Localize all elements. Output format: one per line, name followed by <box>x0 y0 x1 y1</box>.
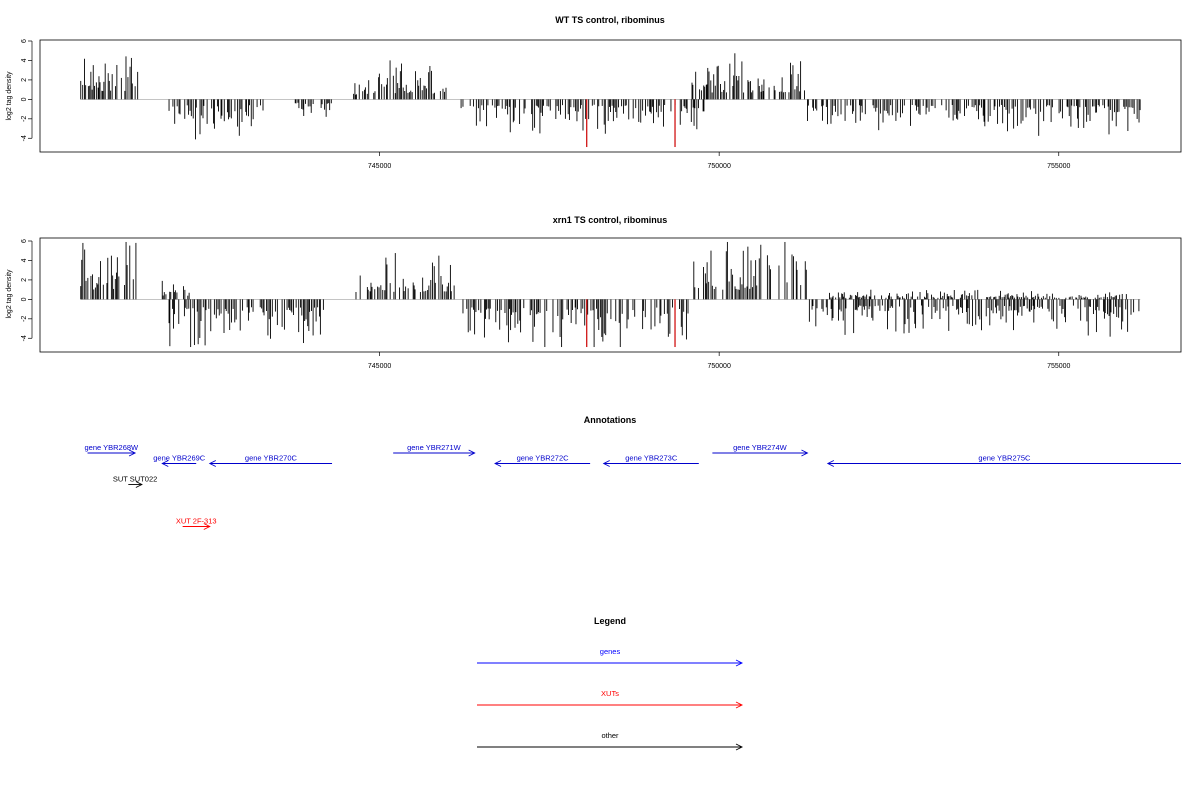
wt-y-tick-label: -2 <box>21 116 28 122</box>
annotations-title: Annotations <box>584 415 637 425</box>
xrn1-bars <box>80 241 1141 348</box>
annotation-label: gene YBR274W <box>733 443 788 452</box>
legend-arrow-head <box>735 659 744 667</box>
legend-arrow-head <box>735 701 744 709</box>
legend: Legend genes XUTs other <box>477 616 744 751</box>
legend-items: genes XUTs other <box>477 647 744 751</box>
xrn1-x-tick-label: 755000 <box>1047 363 1070 370</box>
annotation-label: gene YBR275C <box>978 454 1031 463</box>
legend-label: other <box>601 731 619 740</box>
xrn1-panel: xrn1 TS control, ribominus log2 tag dens… <box>6 215 1182 370</box>
wt-panel: WT TS control, ribominus log2 tag densit… <box>6 15 1182 170</box>
wt-x-tick-label: 750000 <box>707 163 730 170</box>
wt-panel-title: WT TS control, ribominus <box>555 15 665 25</box>
xrn1-y-tick-label: -2 <box>21 316 28 322</box>
wt-x-tick-label: 755000 <box>1047 163 1070 170</box>
wt-y-tick-label: -4 <box>21 135 28 141</box>
legend-label: XUTs <box>601 689 619 698</box>
annotation-arrow-head <box>494 460 502 467</box>
wt-bars <box>80 53 1141 148</box>
xrn1-x-tick-label: 750000 <box>707 363 730 370</box>
legend-arrow-head <box>735 743 744 751</box>
xrn1-y-tick-label: 2 <box>21 278 28 282</box>
xrn1-y-tick-label: 4 <box>21 258 28 262</box>
annotation-arrow-head <box>801 449 809 457</box>
wt-y-tick-label: 2 <box>21 78 28 82</box>
annotation-label: gene YBR269C <box>153 454 206 463</box>
annotation-label: gene YBR272C <box>517 454 570 463</box>
annotation-label: gene YBR270C <box>245 454 298 463</box>
annotation-arrow-head <box>208 460 216 467</box>
annotation-arrow-head <box>203 523 211 530</box>
annotation-label: gene YBR273C <box>625 454 678 463</box>
wt-x-tick-label: 745000 <box>368 163 391 170</box>
annotation-arrow-head <box>468 449 476 457</box>
xrn1-y-axis-label: log2 tag density <box>6 269 13 319</box>
legend-label: genes <box>600 647 621 656</box>
xrn1-y-tick-label: 6 <box>21 239 28 243</box>
wt-y-tick-label: 0 <box>21 97 28 101</box>
wt-axes: -4 -2 0 2 4 6 745000 750000 755000 <box>21 39 1071 170</box>
annotation-arrow-head <box>826 460 835 467</box>
annotation-arrow-head <box>602 460 610 467</box>
wt-y-axis-label: log2 tag density <box>6 71 13 121</box>
xrn1-axes: -4 -2 0 2 4 6 745000 750000 755000 <box>21 239 1071 370</box>
xrn1-plot-frame <box>39 237 1182 353</box>
wt-plot-frame <box>39 39 1182 153</box>
xrn1-panel-title: xrn1 TS control, ribominus <box>553 215 668 225</box>
annotation-arrow-head <box>128 449 137 457</box>
annotation-label: XUT 2F-313 <box>176 517 217 526</box>
legend-title: Legend <box>594 616 626 626</box>
wt-y-tick-label: 4 <box>21 58 28 62</box>
annotation-label: gene YBR268W <box>84 443 139 452</box>
xrn1-y-tick-label: -4 <box>21 335 28 341</box>
annotation-arrow-head <box>161 460 169 467</box>
wt-y-tick-label: 6 <box>21 39 28 43</box>
xrn1-x-tick-label: 745000 <box>368 363 391 370</box>
annotation-arrow-head <box>135 481 143 488</box>
annotation-items: gene YBR268W gene YBR269C gene YBR270C gene… <box>84 443 1181 530</box>
annotation-label: gene YBR271W <box>407 443 462 452</box>
annotation-label: SUT SUT022 <box>113 475 157 484</box>
xrn1-y-tick-label: 0 <box>21 297 28 301</box>
